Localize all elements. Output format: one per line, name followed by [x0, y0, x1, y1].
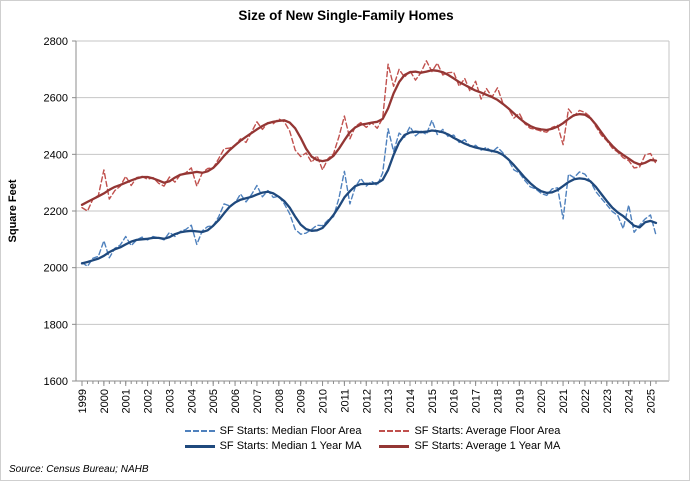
- legend-label: SF Starts: Average 1 Year MA: [414, 440, 561, 452]
- svg-text:2013: 2013: [383, 389, 395, 413]
- svg-text:2012: 2012: [361, 389, 373, 413]
- legend-marker-dashed-blue: [184, 430, 215, 432]
- legend-label: SF Starts: Median Floor Area: [219, 425, 362, 437]
- svg-text:1600: 1600: [44, 376, 68, 388]
- svg-text:2007: 2007: [252, 389, 264, 413]
- svg-text:2004: 2004: [186, 389, 198, 413]
- legend-marker-dashed-red: [379, 430, 410, 432]
- legend-item-median-1yr-ma: SF Starts: Median 1 Year MA: [184, 440, 362, 452]
- svg-text:2400: 2400: [44, 149, 68, 161]
- legend-marker-solid-red: [379, 444, 410, 448]
- svg-text:2008: 2008: [274, 389, 286, 413]
- legend-marker-solid-blue: [184, 444, 215, 448]
- svg-text:2015: 2015: [427, 389, 439, 413]
- legend-row-2: SF Starts: Median 1 Year MA SF Starts: A…: [176, 440, 570, 452]
- svg-text:2018: 2018: [492, 389, 504, 413]
- legend-item-median-floor-area: SF Starts: Median Floor Area: [184, 425, 362, 437]
- svg-text:2020: 2020: [536, 389, 548, 413]
- legend-label: SF Starts: Median 1 Year MA: [219, 440, 362, 452]
- svg-text:2003: 2003: [164, 389, 176, 413]
- svg-text:2002: 2002: [143, 389, 155, 413]
- svg-text:2000: 2000: [44, 263, 68, 275]
- svg-text:2019: 2019: [514, 389, 526, 413]
- source-note: Source: Census Bureau; NAHB: [9, 464, 149, 475]
- legend-item-average-floor-area: SF Starts: Average Floor Area: [379, 425, 560, 437]
- chart-legend: SF Starts: Median Floor Area SF Starts: …: [76, 425, 669, 452]
- legend-label: SF Starts: Average Floor Area: [414, 425, 561, 437]
- chart-title: Size of New Single-Family Homes: [238, 8, 454, 23]
- svg-text:2005: 2005: [208, 389, 220, 413]
- legend-item-average-1yr-ma: SF Starts: Average 1 Year MA: [379, 440, 560, 452]
- svg-text:2010: 2010: [318, 389, 330, 413]
- svg-text:2011: 2011: [339, 389, 351, 413]
- svg-text:2025: 2025: [646, 389, 658, 413]
- svg-text:2009: 2009: [296, 389, 308, 413]
- svg-text:2200: 2200: [44, 206, 68, 218]
- svg-text:2021: 2021: [558, 389, 570, 413]
- svg-text:2023: 2023: [602, 389, 614, 413]
- svg-text:2024: 2024: [624, 389, 636, 413]
- svg-text:2800: 2800: [44, 36, 68, 48]
- svg-text:2022: 2022: [580, 389, 592, 413]
- svg-text:1800: 1800: [44, 319, 68, 331]
- legend-row-1: SF Starts: Median Floor Area SF Starts: …: [176, 425, 570, 437]
- svg-text:2600: 2600: [44, 93, 68, 105]
- svg-text:2016: 2016: [449, 389, 461, 413]
- svg-text:2001: 2001: [121, 389, 133, 413]
- svg-text:1999: 1999: [77, 389, 89, 413]
- svg-text:2017: 2017: [471, 389, 483, 413]
- line-chart-plot: 1600 1800 2000 2200 2400 2600 2800 1999 2000 2001…: [44, 36, 670, 413]
- svg-text:2000: 2000: [99, 389, 111, 413]
- svg-text:2006: 2006: [230, 389, 242, 413]
- svg-text:2014: 2014: [405, 389, 417, 413]
